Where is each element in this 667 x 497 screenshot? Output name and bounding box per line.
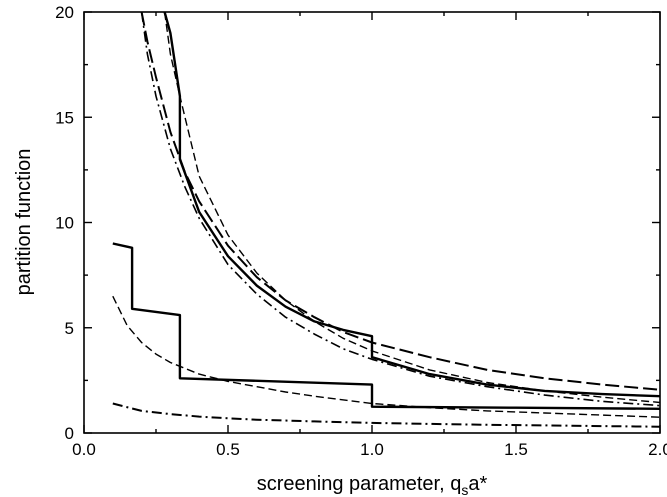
x-tick-label-3: 1.5 <box>504 440 528 459</box>
y-tick-label-2: 10 <box>55 214 74 233</box>
x-axis-label-suffix: a* <box>468 473 487 495</box>
plot-frame <box>83 11 661 434</box>
y-tick-label-1: 5 <box>65 319 74 338</box>
x-axis-label-subscript: s <box>461 482 468 497</box>
series-line-2-dashed <box>163 12 660 404</box>
series-line-3-long-dash <box>140 12 660 391</box>
y-tick-label-4: 20 <box>55 3 74 22</box>
y-tick-label-0: 0 <box>65 424 74 443</box>
x-tick-label-1: 0.5 <box>216 440 240 459</box>
series-line-5-solid <box>112 242 660 410</box>
series-line-4-dash-dot <box>140 12 660 407</box>
series-line-1-solid <box>163 12 660 398</box>
tick-layer: 0.0 0.5 1.0 1.5 2.0 0 5 10 15 20 <box>55 3 667 459</box>
x-tick-label-0: 0.0 <box>72 440 96 459</box>
x-tick-label-2: 1.0 <box>360 440 384 459</box>
series-line-6-dashed <box>112 295 660 418</box>
y-axis-label: partition function <box>13 149 35 296</box>
series-layer <box>112 12 660 428</box>
series-line-7-dash-dot <box>112 402 660 428</box>
y-tick-label-3: 15 <box>55 108 74 127</box>
x-axis-label: screening parameter, qsa* <box>257 473 488 497</box>
x-tick-label-4: 2.0 <box>648 440 667 459</box>
